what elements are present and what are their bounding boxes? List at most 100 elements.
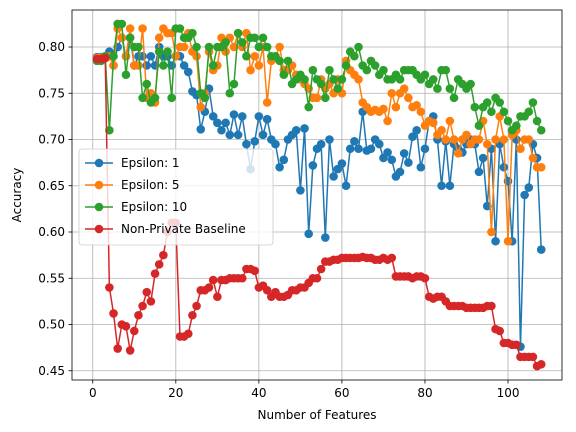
data-point	[366, 144, 376, 154]
data-point	[275, 56, 284, 66]
data-point	[179, 42, 189, 52]
data-point	[316, 264, 326, 274]
data-point	[188, 28, 197, 38]
data-point	[524, 107, 534, 117]
data-point	[283, 56, 293, 66]
y-tick-label: 0.65	[38, 179, 65, 193]
data-point	[163, 47, 172, 56]
data-point	[374, 139, 384, 149]
data-point	[437, 125, 446, 135]
data-point	[138, 24, 147, 33]
data-point	[146, 297, 156, 306]
y-tick-label: 0.55	[38, 271, 65, 285]
data-point	[117, 19, 127, 29]
y-axis-label: Accuracy	[10, 168, 24, 223]
data-point	[154, 260, 164, 269]
data-point	[449, 93, 459, 103]
data-point	[275, 42, 284, 52]
data-point	[217, 125, 226, 135]
data-point	[154, 33, 164, 43]
data-point	[142, 287, 152, 297]
data-point	[325, 65, 334, 75]
data-point	[237, 112, 247, 121]
data-point	[258, 130, 268, 140]
legend-marker	[94, 202, 104, 212]
data-point	[237, 273, 247, 283]
data-point	[491, 135, 500, 144]
data-point	[520, 190, 529, 200]
legend-marker	[94, 180, 104, 190]
data-point	[474, 135, 484, 144]
data-point	[308, 161, 318, 170]
data-point	[262, 114, 272, 124]
data-point	[516, 144, 525, 154]
data-point	[316, 139, 326, 149]
legend-label: Epsilon: 10	[121, 200, 187, 214]
data-point	[254, 112, 264, 121]
legend-box	[78, 148, 274, 246]
data-point	[387, 155, 397, 165]
data-point	[208, 275, 218, 285]
data-point	[254, 42, 264, 52]
data-point	[404, 158, 413, 167]
data-point	[428, 75, 438, 84]
data-point	[462, 130, 471, 140]
y-tick-label: 0.75	[38, 86, 65, 100]
data-point	[416, 107, 426, 117]
data-point	[329, 75, 338, 84]
x-tick-label: 60	[334, 386, 349, 400]
data-point	[491, 236, 500, 246]
data-point	[221, 118, 230, 128]
data-point	[225, 88, 235, 98]
data-point	[242, 51, 251, 61]
data-point	[138, 301, 147, 311]
data-point	[387, 253, 397, 263]
data-point	[482, 98, 492, 107]
legend: Epsilon: 1 Epsilon: 5 Epsilon: 10 Non-Priva…	[78, 148, 274, 246]
data-point	[532, 116, 542, 126]
data-point	[142, 61, 152, 70]
data-point	[387, 88, 397, 98]
data-point	[470, 102, 480, 112]
x-tick-label: 100	[497, 386, 520, 400]
data-point	[487, 227, 496, 237]
x-tick-label: 0	[89, 386, 97, 400]
data-point	[412, 100, 421, 110]
y-tick-label: 0.60	[38, 225, 65, 239]
data-point	[499, 107, 509, 117]
data-point	[304, 229, 313, 239]
data-point	[183, 67, 193, 77]
data-point	[503, 236, 513, 246]
data-point	[354, 144, 363, 154]
data-point	[296, 186, 305, 195]
data-point	[250, 137, 260, 146]
data-point	[321, 93, 330, 103]
data-point	[308, 65, 318, 75]
y-tick-label: 0.50	[38, 318, 65, 332]
data-point	[428, 118, 438, 128]
data-point	[495, 98, 505, 107]
data-point	[154, 47, 164, 56]
data-point	[134, 61, 143, 70]
data-point	[337, 75, 347, 84]
data-point	[478, 153, 488, 163]
legend-marker	[94, 224, 104, 234]
data-point	[362, 65, 372, 75]
y-tick-label: 0.70	[38, 133, 65, 147]
data-point	[395, 75, 405, 84]
legend-item: Epsilon: 10	[85, 200, 187, 214]
data-point	[167, 93, 176, 103]
data-point	[121, 70, 131, 80]
data-point	[142, 79, 152, 89]
data-point	[192, 51, 201, 61]
data-point	[208, 61, 218, 70]
data-point	[291, 125, 301, 135]
data-point	[159, 250, 168, 260]
series-4	[92, 53, 546, 371]
data-point	[512, 121, 521, 130]
data-point	[420, 273, 430, 283]
data-point	[528, 153, 538, 163]
data-point	[433, 84, 442, 93]
data-point	[437, 181, 446, 191]
data-point	[237, 38, 247, 47]
